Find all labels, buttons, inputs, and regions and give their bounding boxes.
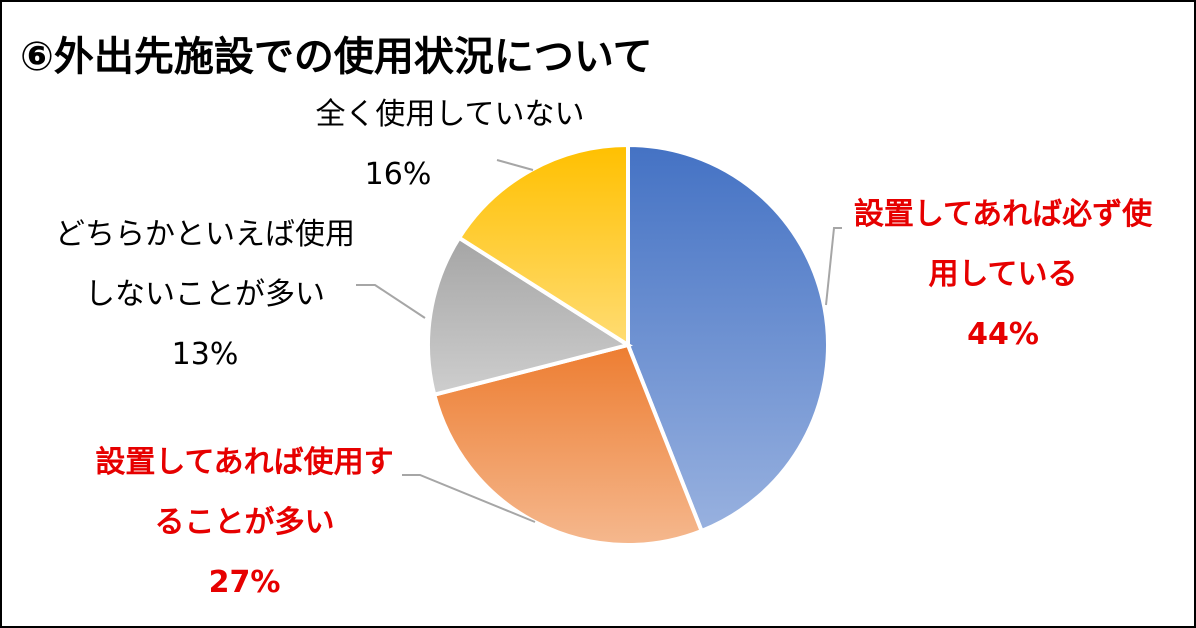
category-label: 設置してあれば使用することが多い	[95, 445, 394, 540]
data-label: 設置してあれば必ず使用している 44%	[843, 185, 1163, 365]
data-label: 全く使用していない 16%	[300, 85, 600, 205]
pie-slice	[626, 142, 830, 534]
value-label: 13%	[171, 337, 239, 372]
pie-slice	[426, 235, 633, 398]
category-label: どちらかといえば使用しないことが多い	[55, 217, 355, 312]
category-label: 設置してあれば必ず使用している	[853, 197, 1153, 292]
data-label: 設置してあれば使用することが多い 27%	[92, 433, 397, 613]
leader-line	[496, 159, 534, 171]
category-label: 全く使用していない	[315, 97, 585, 132]
chart-title: ⑥外出先施設での使用状況について	[20, 34, 653, 80]
value-label: 27%	[208, 565, 281, 600]
pie-slice	[431, 342, 705, 547]
value-label: 16%	[364, 157, 432, 192]
leader-line	[825, 227, 842, 306]
leader-line	[402, 474, 536, 523]
data-label: どちらかといえば使用しないことが多い 13%	[50, 205, 360, 385]
leader-line	[356, 284, 426, 319]
value-label: 44%	[967, 317, 1039, 352]
